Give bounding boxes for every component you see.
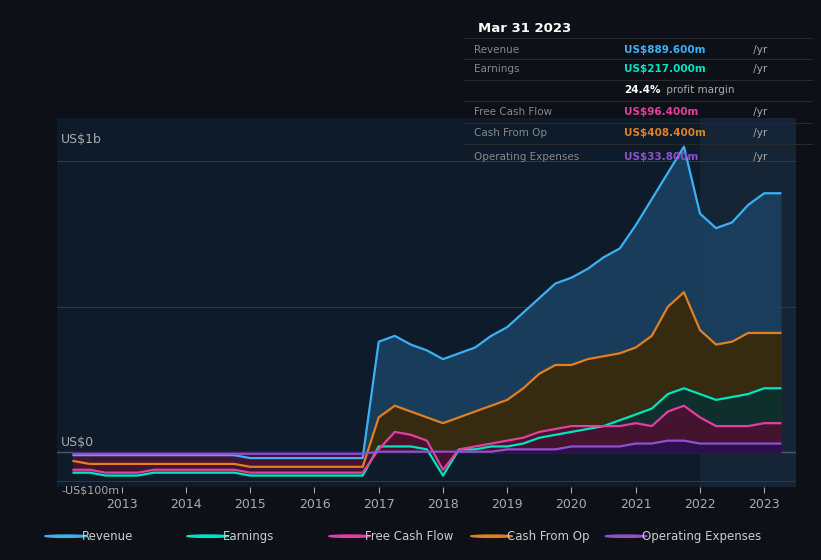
Circle shape [470, 535, 512, 538]
Text: US$217.000m: US$217.000m [624, 64, 706, 74]
Circle shape [45, 535, 87, 538]
Text: profit margin: profit margin [663, 85, 734, 95]
Text: Operating Expenses: Operating Expenses [642, 530, 761, 543]
Text: Earnings: Earnings [223, 530, 275, 543]
Text: /yr: /yr [750, 107, 768, 116]
Text: Operating Expenses: Operating Expenses [475, 152, 580, 162]
Text: Cash From Op: Cash From Op [475, 128, 548, 138]
Text: US$0: US$0 [62, 436, 94, 449]
Bar [700, 118, 796, 487]
Text: Free Cash Flow: Free Cash Flow [475, 107, 553, 116]
Text: US$408.400m: US$408.400m [624, 128, 706, 138]
Text: /yr: /yr [750, 64, 768, 74]
Text: US$1b: US$1b [62, 133, 102, 147]
Text: Revenue: Revenue [81, 530, 133, 543]
Text: 24.4%: 24.4% [624, 85, 661, 95]
Text: Cash From Op: Cash From Op [507, 530, 589, 543]
Text: Revenue: Revenue [475, 44, 520, 54]
Circle shape [328, 535, 370, 538]
Text: /yr: /yr [750, 44, 768, 54]
Text: US$33.800m: US$33.800m [624, 152, 699, 162]
Text: Mar 31 2023: Mar 31 2023 [478, 22, 571, 35]
Text: Earnings: Earnings [475, 64, 520, 74]
Text: /yr: /yr [750, 128, 768, 138]
Circle shape [605, 535, 647, 538]
Text: -US$100m: -US$100m [62, 485, 119, 495]
Text: /yr: /yr [750, 152, 768, 162]
Circle shape [186, 535, 228, 538]
Text: US$96.400m: US$96.400m [624, 107, 699, 116]
Text: US$889.600m: US$889.600m [624, 44, 706, 54]
Text: Free Cash Flow: Free Cash Flow [365, 530, 454, 543]
